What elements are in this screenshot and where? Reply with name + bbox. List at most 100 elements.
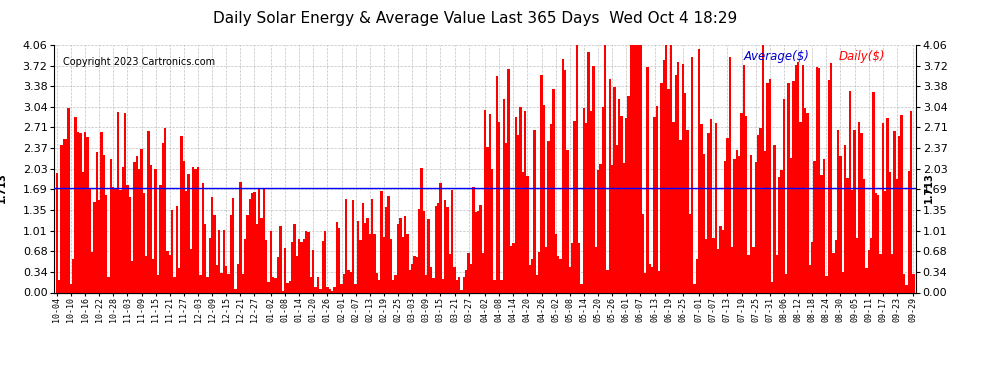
Bar (814, 161, 816, 292)
Bar (727, 138, 729, 292)
Bar (453, 267, 455, 292)
Bar (848, 91, 851, 292)
Bar (912, 274, 915, 292)
Bar (277, 257, 279, 292)
Bar (863, 179, 865, 292)
Bar (672, 122, 674, 292)
Bar (387, 196, 390, 292)
Bar (361, 203, 364, 292)
Bar (568, 267, 571, 292)
Bar (343, 274, 346, 292)
Bar (265, 240, 267, 292)
Bar (842, 272, 843, 292)
Bar (790, 158, 792, 292)
Bar (736, 150, 739, 292)
Bar (691, 57, 693, 292)
Bar (858, 122, 860, 292)
Bar (522, 172, 524, 292)
Bar (642, 214, 644, 292)
Bar (93, 202, 96, 292)
Bar (846, 178, 848, 292)
Bar (131, 261, 134, 292)
Bar (778, 177, 780, 292)
Bar (549, 124, 552, 292)
Bar (830, 63, 833, 292)
Bar (216, 265, 218, 292)
Bar (124, 113, 127, 292)
Bar (660, 82, 662, 292)
Bar (110, 159, 112, 292)
Bar (818, 68, 821, 292)
Bar (867, 250, 870, 292)
Bar (334, 287, 336, 292)
Bar (171, 210, 173, 292)
Bar (696, 259, 698, 292)
Bar (754, 162, 757, 292)
Bar (759, 128, 761, 292)
Bar (359, 240, 361, 292)
Bar (674, 75, 677, 292)
Bar (843, 145, 846, 292)
Bar (515, 117, 517, 292)
Bar (587, 53, 590, 292)
Bar (112, 187, 115, 292)
Bar (244, 238, 247, 292)
Bar (409, 270, 411, 292)
Bar (385, 207, 387, 292)
Bar (766, 83, 768, 292)
Bar (630, 45, 633, 292)
Bar (312, 250, 315, 292)
Bar (503, 99, 505, 292)
Bar (149, 165, 152, 292)
Bar (870, 238, 872, 292)
Bar (435, 206, 437, 292)
Bar (88, 188, 91, 292)
Bar (552, 88, 554, 292)
Bar (156, 275, 159, 292)
Bar (684, 93, 686, 292)
Bar (536, 275, 538, 292)
Bar (74, 117, 77, 292)
Bar (444, 200, 446, 292)
Bar (258, 189, 260, 292)
Bar (69, 284, 72, 292)
Bar (134, 162, 136, 292)
Bar (194, 170, 197, 292)
Bar (722, 230, 724, 292)
Bar (809, 265, 811, 292)
Bar (633, 45, 635, 292)
Bar (390, 239, 392, 292)
Bar (221, 273, 223, 292)
Bar (561, 59, 564, 292)
Bar (148, 131, 149, 292)
Bar (404, 216, 406, 292)
Bar (595, 247, 597, 292)
Bar (225, 266, 228, 292)
Bar (609, 79, 611, 292)
Bar (851, 189, 853, 292)
Bar (510, 246, 512, 292)
Bar (296, 256, 298, 292)
Bar (274, 278, 277, 292)
Bar (154, 168, 156, 292)
Bar (623, 163, 625, 292)
Bar (658, 270, 660, 292)
Bar (651, 267, 653, 292)
Bar (891, 254, 893, 292)
Bar (489, 114, 491, 292)
Bar (816, 67, 818, 292)
Bar (465, 270, 467, 292)
Bar (496, 76, 498, 292)
Bar (228, 274, 230, 292)
Bar (474, 211, 477, 292)
Bar (183, 161, 185, 292)
Bar (493, 280, 496, 292)
Bar (262, 188, 265, 292)
Bar (204, 224, 206, 292)
Bar (460, 290, 462, 292)
Bar (879, 254, 882, 292)
Bar (573, 120, 576, 292)
Bar (646, 67, 648, 292)
Bar (764, 152, 766, 292)
Bar (383, 237, 385, 292)
